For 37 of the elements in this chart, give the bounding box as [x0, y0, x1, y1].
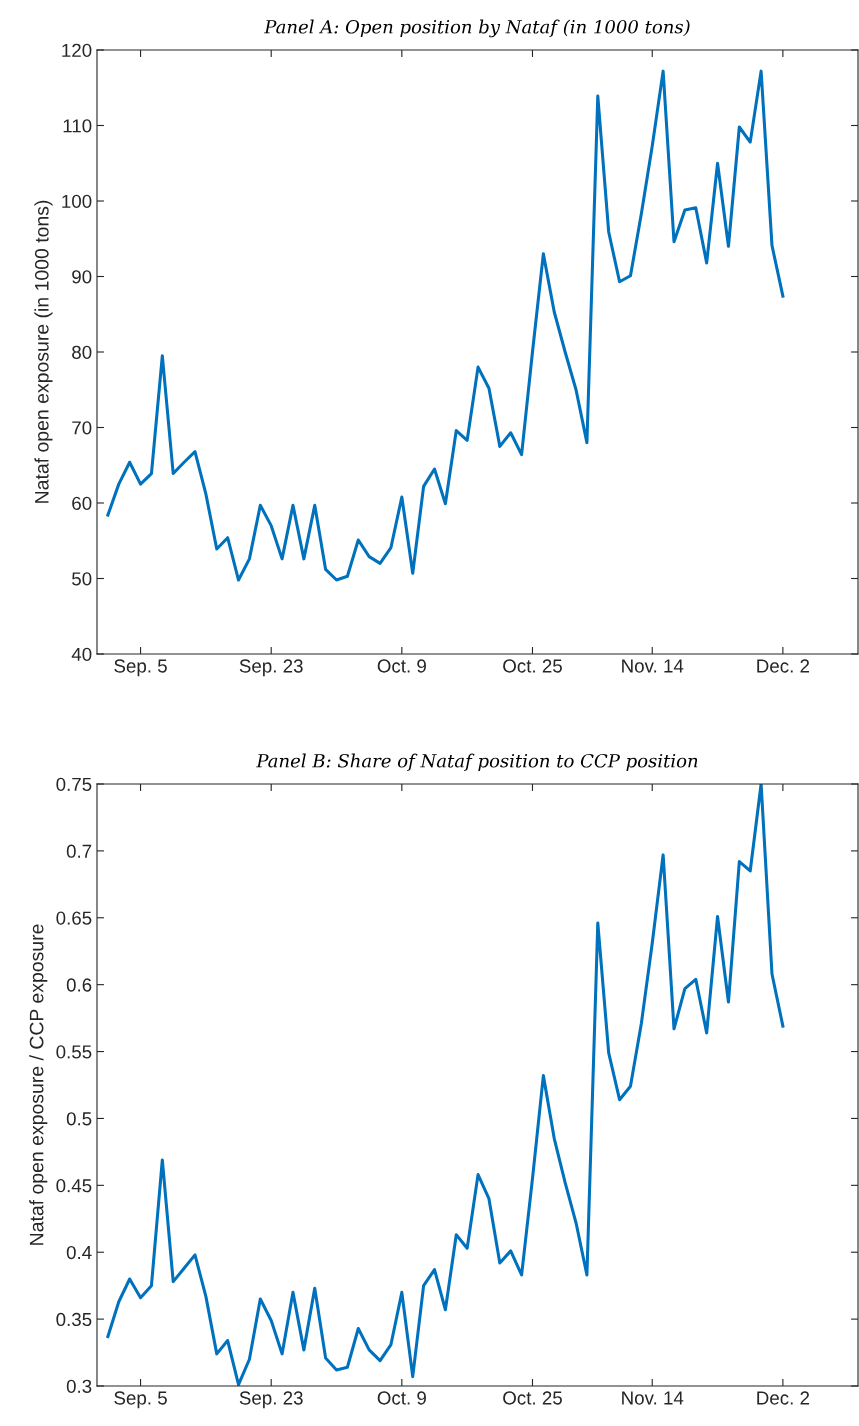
x-tick-label: Oct. 9: [377, 1391, 426, 1405]
y-tick-label: 0.7: [66, 844, 92, 858]
y-tick-label: 0.55: [56, 1045, 92, 1059]
y-tick-label: 60: [72, 496, 92, 510]
y-tick-label: 0.35: [56, 1312, 92, 1327]
y-tick-label: 0.75: [56, 777, 92, 791]
x-tick-label: Sep. 23: [239, 1391, 303, 1409]
x-tick-label: Sep. 23: [239, 659, 303, 677]
y-axis-title: Nataf open exposure (in 1000 tons): [34, 200, 53, 503]
x-tick-label: Nov. 14: [622, 659, 684, 673]
x-tick-label: Oct. 9: [377, 659, 426, 673]
x-tick-label: Nov. 14: [622, 1391, 684, 1405]
y-tick-label: 0.3: [66, 1379, 92, 1393]
y-tick-label: 0.5: [66, 1112, 92, 1126]
x-tick-label: Sep. 5: [114, 659, 167, 677]
y-tick-label: 40: [71, 647, 92, 661]
y-tick-label: 70: [72, 421, 92, 435]
x-tick-label: Sep. 5: [114, 1391, 167, 1409]
chart-title: Panel B: Share of Nataf position to CCP position: [256, 753, 698, 772]
x-tick-label: Dec. 2: [757, 1391, 810, 1405]
y-tick-label: 120: [62, 43, 92, 57]
y-axis-title: Nataf open exposure / CCP exposure: [29, 924, 48, 1245]
chart-title: Panel A: Open position by Nataf (in 1000 tons): [264, 19, 690, 38]
y-tick-label: 80: [72, 345, 92, 359]
line-series: [106, 69, 785, 582]
y-tick-label: 110: [63, 119, 92, 133]
x-tick-label: Oct. 25: [503, 1391, 562, 1405]
y-tick-label: 0.65: [56, 911, 92, 925]
y-tick-label: 0.6: [66, 978, 92, 992]
y-tick-label: 50: [72, 572, 92, 586]
y-tick-label: 90: [72, 270, 92, 284]
x-tick-label: Dec. 2: [757, 659, 810, 673]
y-tick-label: 0.4: [66, 1245, 92, 1260]
line-series: [106, 784, 785, 1386]
x-tick-label: Oct. 25: [503, 659, 562, 673]
y-tick-label: 0.45: [56, 1179, 92, 1193]
y-tick-label: 100: [62, 194, 92, 208]
